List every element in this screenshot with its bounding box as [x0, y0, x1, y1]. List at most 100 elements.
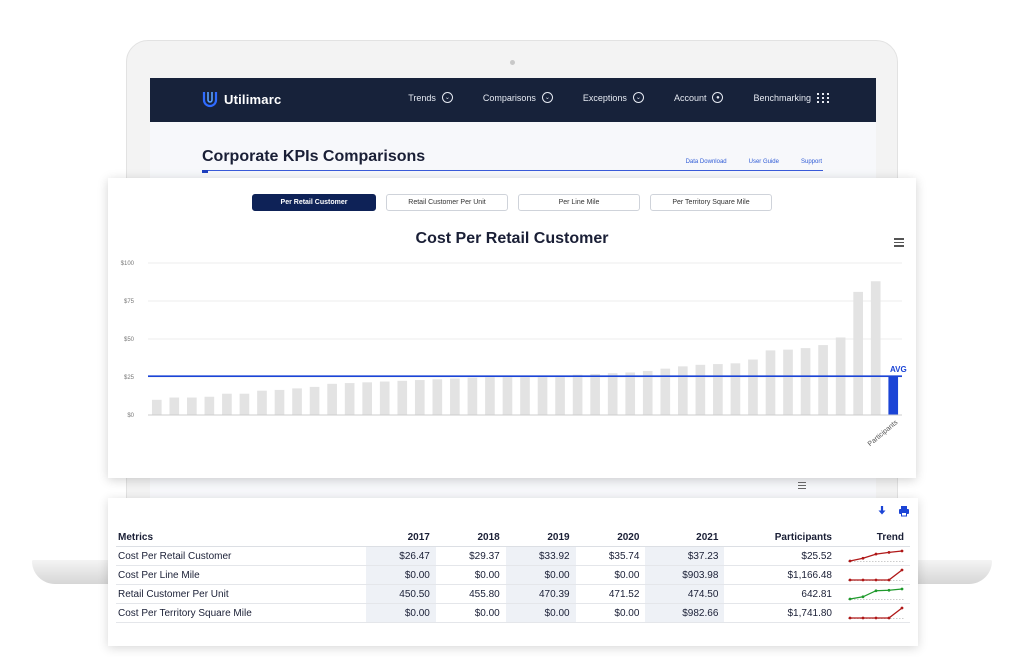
value-cell: $0.00: [505, 565, 576, 585]
bar: [555, 375, 565, 415]
metric-name-cell: Cost Per Territory Square Mile: [116, 603, 366, 623]
support-link[interactable]: Support: [800, 159, 822, 165]
sparkline-point: [848, 597, 852, 601]
bar: [870, 281, 881, 415]
bar: [327, 383, 337, 415]
value-cell: 471.52: [575, 584, 646, 604]
bar: [239, 393, 250, 415]
hamburger-menu-icon[interactable]: [894, 238, 904, 249]
value-cell: $903.98: [645, 565, 725, 585]
bar: [204, 396, 215, 415]
value-cell: 455.80: [435, 584, 506, 604]
user-circle-icon: ●: [712, 92, 724, 103]
download-arrow-icon[interactable]: [876, 505, 888, 517]
nav-label: Trends: [408, 92, 436, 103]
trend-sparkline: [848, 549, 904, 563]
bar: [853, 291, 863, 415]
bar: [222, 393, 232, 415]
nav-label: Benchmarking: [753, 92, 811, 103]
sparkline-point: [874, 589, 878, 593]
col-header-trend: Trend: [838, 530, 910, 547]
bar: [169, 397, 180, 415]
y-tick-label: $75: [124, 299, 135, 305]
value-cell: 474.50: [645, 584, 725, 604]
col-header-2018: 2018: [435, 530, 506, 547]
nav-item-exceptions[interactable]: Exceptions ⌄: [583, 92, 644, 103]
page-title: Corporate KPIs Comparisons: [202, 148, 426, 165]
bar-chart: $0 $25 $50 $75 $100 AVG Participants: [121, 261, 907, 448]
sparkline-point: [848, 616, 852, 620]
sparkline-point: [861, 595, 865, 599]
tab-retail-customer-per-unit[interactable]: Retail Customer Per Unit: [386, 194, 508, 211]
nav-label: Account: [673, 92, 707, 103]
value-cell: $982.66: [645, 603, 725, 623]
trend-cell: [838, 565, 910, 585]
data-download-link[interactable]: Data Download: [685, 159, 727, 165]
sparkline-point: [887, 578, 891, 582]
value-cell: $26.47: [366, 546, 436, 566]
col-header-2017: 2017: [366, 530, 436, 547]
metrics-table-panel: Metrics 2017 2018 2019 2020 2021 Partici…: [108, 482, 918, 646]
bar: [257, 390, 267, 415]
chevron-down-circle-icon: ⌄: [541, 92, 553, 103]
bar: [467, 377, 478, 415]
bar: [274, 389, 285, 415]
value-cell: $25.52: [724, 546, 838, 566]
sparkline-point: [887, 550, 891, 554]
tab-per-retail-customer[interactable]: Per Retail Customer: [252, 194, 376, 211]
y-tick-label: $0: [127, 413, 134, 419]
col-header-2020: 2020: [575, 530, 646, 547]
bar: [713, 364, 723, 415]
trend-sparkline: [848, 606, 904, 620]
bar: [520, 376, 530, 415]
value-cell: $0.00: [366, 565, 436, 585]
bar: [151, 399, 162, 415]
bar: [537, 375, 548, 415]
nav-item-account[interactable]: Account ●: [674, 92, 724, 103]
nav-label: Exceptions: [582, 92, 627, 103]
value-cell: $0.00: [575, 565, 646, 585]
table-row: Retail Customer Per Unit 450.50 455.80 470.…: [116, 584, 910, 604]
bar: [818, 345, 828, 415]
value-cell: 470.39: [505, 584, 576, 604]
hamburger-menu-icon[interactable]: [798, 482, 806, 491]
nav-item-trends[interactable]: Trends ⌄: [408, 92, 453, 103]
sparkline-point: [874, 616, 878, 620]
title-divider: [202, 170, 823, 171]
bar: [414, 380, 425, 415]
tab-per-line-mile[interactable]: Per Line Mile: [518, 194, 640, 211]
brand-logo[interactable]: Utilimarc: [202, 90, 281, 108]
col-header-metrics: Metrics: [116, 530, 366, 547]
value-cell: $33.92: [505, 546, 576, 566]
sparkline-point: [900, 549, 904, 553]
printer-icon[interactable]: [898, 505, 910, 517]
nav-item-comparisons[interactable]: Comparisons ⌄: [483, 92, 553, 103]
bar: [625, 372, 636, 415]
x-axis-label: Participants: [867, 419, 900, 448]
table-header-row: Metrics 2017 2018 2019 2020 2021 Partici…: [116, 530, 910, 547]
tab-per-territory-square-mile[interactable]: Per Territory Square Mile: [650, 194, 772, 211]
value-cell: 450.50: [366, 584, 436, 604]
sparkline-point: [861, 556, 865, 560]
value-cell: $0.00: [505, 603, 576, 623]
sparkline-point: [861, 616, 865, 620]
bar: [748, 359, 758, 415]
table-row: Cost Per Retail Customer $26.47 $29.37 $33.…: [116, 546, 910, 566]
chevron-down-circle-icon: ⌄: [632, 92, 644, 103]
value-cell: $29.37: [435, 546, 506, 566]
sparkline-point: [874, 578, 878, 582]
sparkline-line: [849, 550, 903, 562]
sparkline-point: [887, 616, 891, 620]
value-cell: $1,166.48: [724, 565, 838, 585]
nav-item-benchmarking[interactable]: Benchmarking: [753, 92, 830, 103]
bar: [309, 386, 320, 415]
nav-label: Comparisons: [482, 92, 536, 103]
value-cell: $0.00: [366, 603, 436, 623]
bar: [397, 380, 408, 415]
value-cell: $0.00: [575, 603, 646, 623]
trend-sparkline: [848, 568, 904, 582]
sparkline-line: [850, 607, 903, 619]
brand-name: Utilimarc: [224, 91, 282, 107]
bar: [502, 377, 513, 415]
user-guide-link[interactable]: User Guide: [748, 159, 779, 165]
